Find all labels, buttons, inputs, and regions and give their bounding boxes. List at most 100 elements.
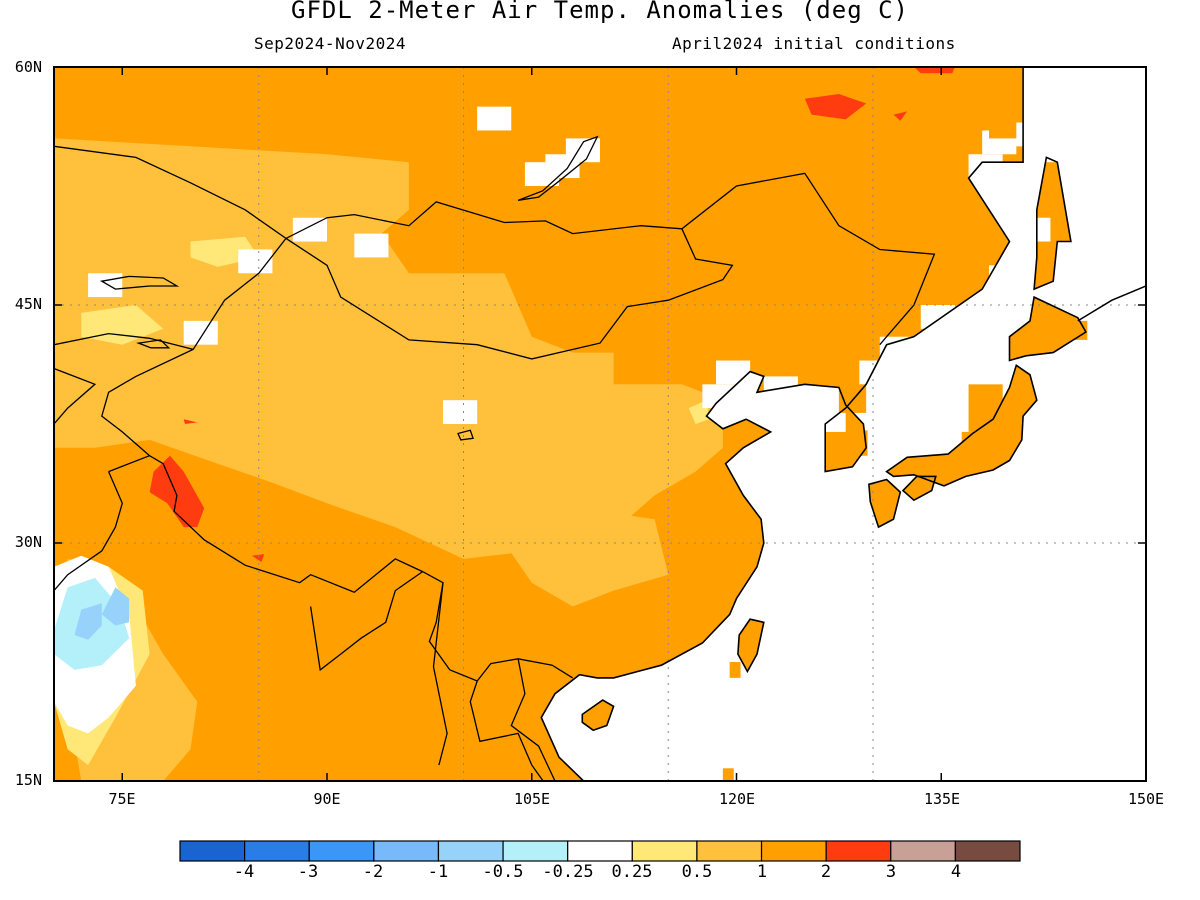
land-grid-cell xyxy=(613,598,648,631)
colorbar-swatch xyxy=(631,840,698,862)
colorbar-swatch xyxy=(696,840,763,862)
colorbar-label: 1 xyxy=(756,862,768,882)
lat-label: 30N xyxy=(14,533,42,551)
anomaly-contour xyxy=(251,554,265,562)
coastline xyxy=(1008,295,1087,362)
anomaly-contour xyxy=(913,67,955,74)
border-line xyxy=(285,228,734,360)
colorbar-label: -0.5 xyxy=(482,862,524,882)
masked-cell xyxy=(443,400,478,424)
coastline xyxy=(1084,67,1091,68)
land-grid-cell xyxy=(729,662,741,678)
coastline xyxy=(901,475,937,502)
anomaly-contour xyxy=(893,111,908,121)
colorbar-label: -3 xyxy=(297,862,319,882)
anomaly-contour xyxy=(183,419,198,424)
colorbar-label: 0.25 xyxy=(611,862,653,882)
anomaly-contour xyxy=(804,94,867,120)
map-gridlines xyxy=(54,67,1146,781)
masked-cell xyxy=(88,273,123,298)
border-line xyxy=(54,471,123,592)
border-line xyxy=(432,582,448,766)
anomaly-contour xyxy=(74,603,102,640)
colorbar-swatch xyxy=(760,840,827,862)
coastline xyxy=(1077,285,1146,322)
lake-outline xyxy=(517,135,599,201)
coastline xyxy=(885,364,1038,487)
border-line xyxy=(309,571,423,672)
masked-cell xyxy=(292,217,327,242)
lat-label: 60N xyxy=(14,58,42,76)
lon-label: 150E xyxy=(1127,790,1165,808)
masked-cell xyxy=(879,336,914,361)
lon-label: 120E xyxy=(718,790,756,808)
masked-cell xyxy=(989,265,1024,290)
colorbar-swatch xyxy=(890,840,956,862)
lon-label: 90E xyxy=(313,790,341,808)
colorbar-label: 2 xyxy=(820,862,832,882)
coastline xyxy=(1033,156,1072,291)
lat-label: 45N xyxy=(14,295,42,313)
colorbar-label: -4 xyxy=(233,862,255,882)
lake-outline xyxy=(99,275,180,290)
colorbar-label: 0.5 xyxy=(681,862,713,882)
masked-cell xyxy=(1029,138,1065,163)
masked-cell xyxy=(716,360,751,385)
border-line xyxy=(54,332,194,351)
masked-cell xyxy=(354,233,389,258)
masked-cell xyxy=(862,376,897,401)
lon-label: 105E xyxy=(513,790,551,808)
colorbar-swatch xyxy=(244,840,310,862)
colorbar-label: 4 xyxy=(950,862,962,882)
forecast-period: Sep2024-Nov2024 xyxy=(254,34,406,53)
coastline xyxy=(868,478,902,529)
masked-cell xyxy=(968,154,1003,179)
colorbar xyxy=(179,840,1021,862)
coastlines xyxy=(54,67,1146,781)
border-line xyxy=(510,658,556,781)
border-line xyxy=(101,238,287,457)
border-line xyxy=(108,454,574,682)
colorbar-swatch xyxy=(954,840,1021,862)
lake-outline xyxy=(457,429,474,441)
initial-conditions: April2024 initial conditions xyxy=(672,34,956,53)
chart-title: GFDL 2-Meter Air Temp. Anomalies (deg C) xyxy=(291,0,909,24)
anomaly-contour xyxy=(504,495,669,607)
border-line xyxy=(54,367,97,425)
anomaly-contour xyxy=(101,587,130,626)
plot-frame xyxy=(53,66,1147,782)
colorbar-swatch xyxy=(567,840,633,862)
coastline xyxy=(54,67,1024,781)
land-grid-cell xyxy=(989,119,1017,139)
lake-outline xyxy=(136,339,171,349)
colorbar-label: 3 xyxy=(885,862,897,882)
colorbar-swatch xyxy=(308,840,375,862)
masked-cell xyxy=(477,106,512,131)
border-line xyxy=(54,145,936,346)
land-grid-cell xyxy=(845,430,868,456)
land-grid-cell xyxy=(961,431,990,456)
masked-cell xyxy=(702,384,737,409)
coastline xyxy=(737,618,765,674)
colorbar-label: -2 xyxy=(362,862,384,882)
colorbar-swatch xyxy=(373,840,440,862)
colorbar-swatch xyxy=(825,840,892,862)
masked-cell xyxy=(920,305,955,329)
masked-cell xyxy=(183,320,218,345)
coastline xyxy=(581,699,615,732)
lon-label: 75E xyxy=(108,790,136,808)
lon-label: 135E xyxy=(923,790,961,808)
colorbar-swatch xyxy=(179,840,246,862)
border-line xyxy=(469,680,544,781)
land-grid-cell xyxy=(722,768,734,781)
colorbar-swatch xyxy=(502,840,569,862)
land-grid-cell xyxy=(1043,320,1088,340)
masked-cell xyxy=(1016,217,1051,242)
masked-cell xyxy=(524,162,560,186)
anomaly-contour xyxy=(149,455,205,528)
lat-label: 15N xyxy=(14,771,42,789)
colorbar-swatch xyxy=(437,840,504,862)
colorbar-label: -1 xyxy=(427,862,449,882)
axis-ticks xyxy=(54,67,1146,781)
